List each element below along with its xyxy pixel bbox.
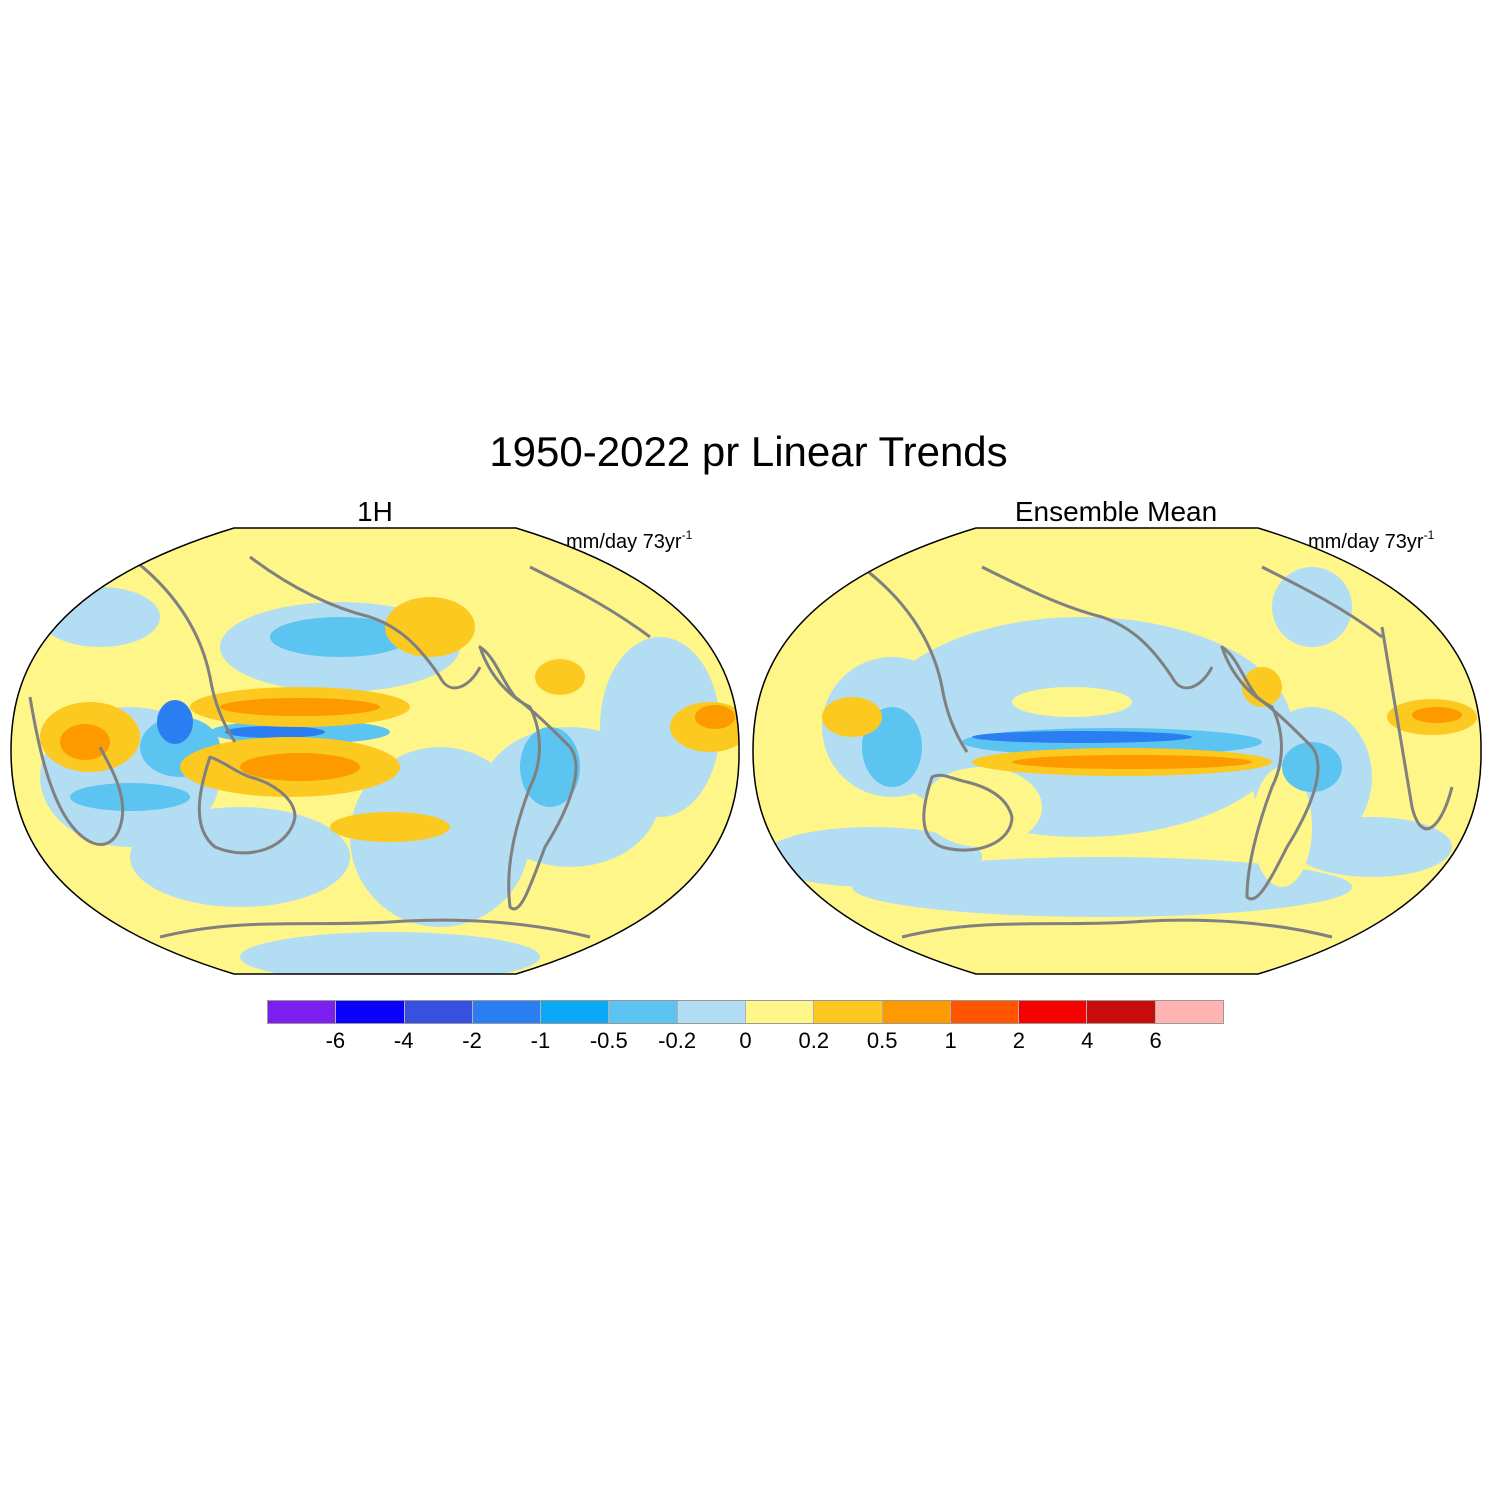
strongest-negative-regions	[972, 731, 1192, 743]
colorbar-tick-label: 4	[1081, 1028, 1094, 1053]
units-exponent: -1	[681, 528, 693, 542]
units-label-right: mm/day 73yr-1	[1308, 528, 1434, 554]
map-1h	[10, 527, 740, 975]
colorbar-swatch	[882, 1001, 951, 1023]
units-label-left: mm/day 73yr-1	[566, 528, 692, 554]
colorbar-swatch	[541, 1001, 610, 1023]
units-exponent: -1	[1423, 528, 1435, 542]
colorbar-tick-label: 1	[944, 1028, 957, 1053]
panel-title-1h: 1H	[357, 496, 393, 527]
colorbar-swatch	[745, 1001, 815, 1023]
colorbar-swatch	[1087, 1001, 1156, 1023]
map-outline	[10, 527, 740, 975]
colorbar-tick-label: 0.2	[798, 1028, 830, 1053]
strong-positive-regions	[60, 698, 735, 781]
colorbar-tick-label: -0.2	[658, 1028, 697, 1053]
panel-title-ensemble-mean: Ensemble Mean	[1014, 496, 1218, 527]
colorbar-tick-label: -4	[393, 1028, 414, 1053]
colorbar-swatch	[472, 1001, 542, 1023]
colorbar-swatch	[404, 1001, 473, 1023]
colorbar	[267, 1000, 1224, 1024]
coastlines	[28, 555, 651, 939]
strongest-negative-regions	[157, 700, 325, 744]
coastlines	[861, 565, 1454, 939]
map-ensemble-mean	[752, 527, 1482, 975]
figure-title: 1950-2022 pr Linear Trends	[489, 428, 1008, 475]
colorbar-swatch	[1019, 1001, 1088, 1023]
colorbar-tick-label: 2	[1012, 1028, 1026, 1053]
colorbar-tick-label: -2	[462, 1028, 482, 1053]
colorbar-swatch	[677, 1001, 746, 1023]
units-text: mm/day 73yr	[566, 531, 682, 553]
colorbar-tick-label: 0.5	[866, 1028, 898, 1053]
colorbar-tick-label: -1	[530, 1028, 551, 1053]
map-outline	[752, 527, 1482, 975]
colorbar-tick-label: 0	[739, 1028, 752, 1053]
colorbar-swatch	[950, 1001, 1020, 1023]
units-text: mm/day 73yr	[1308, 531, 1424, 553]
strong-positive-regions	[1012, 707, 1462, 769]
colorbar-swatch	[336, 1001, 405, 1023]
colorbar-swatch	[814, 1001, 883, 1023]
colorbar-swatch	[1155, 1001, 1223, 1023]
colorbar-swatch	[268, 1001, 337, 1023]
colorbar-swatch	[609, 1001, 678, 1023]
colorbar-tick-label: 6	[1149, 1028, 1162, 1053]
colorbar-tick-label: -6	[325, 1028, 346, 1053]
colorbar-tick-label: -0.5	[589, 1028, 628, 1053]
